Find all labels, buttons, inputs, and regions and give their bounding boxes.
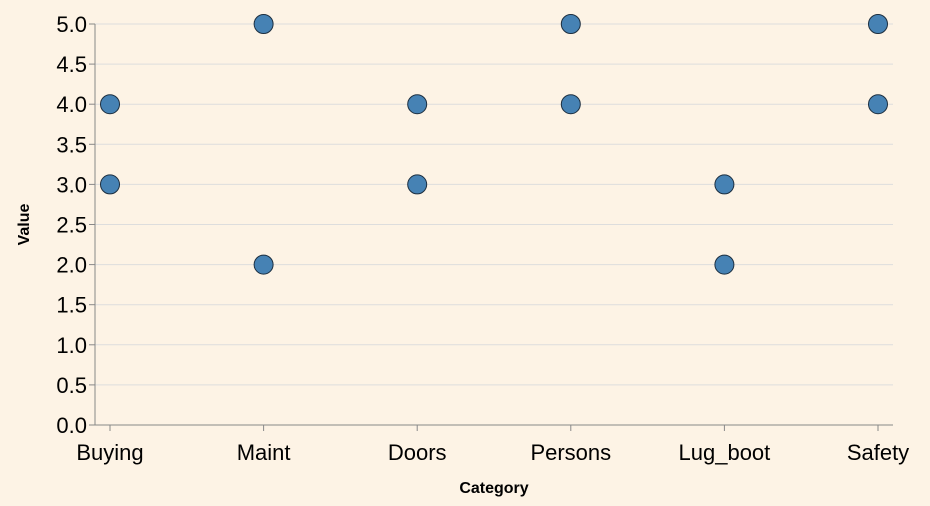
- x-tick-label: Persons: [530, 440, 611, 465]
- x-tick-label: Lug_boot: [679, 440, 771, 465]
- data-point: [868, 94, 888, 115]
- x-tick-label: Buying: [76, 440, 143, 465]
- data-point: [714, 174, 735, 195]
- data-point: [100, 94, 120, 115]
- data-point: [560, 94, 581, 115]
- y-tick-label: 0.0: [56, 413, 87, 438]
- y-tick-label: 4.5: [56, 52, 87, 77]
- x-tick-label: Maint: [237, 440, 291, 465]
- data-point: [560, 14, 581, 34]
- y-tick-label: 1.0: [56, 333, 87, 358]
- y-tick-label: 0.5: [56, 373, 87, 398]
- x-axis-title: Category: [459, 480, 528, 497]
- y-tick-label: 1.5: [56, 293, 87, 318]
- data-point: [407, 174, 428, 195]
- data-point: [253, 14, 274, 34]
- x-axis: Buying Maint Doors Persons Lug_boot Safety: [76, 424, 909, 465]
- y-axis-title: Value: [16, 204, 33, 246]
- y-tick-label: 2.5: [56, 213, 87, 238]
- y-tick-label: 3.5: [56, 132, 87, 157]
- data-point: [253, 254, 274, 275]
- x-tick-label: Safety: [847, 440, 909, 465]
- y-axis: 0.0 0.5 1.0 1.5 2.0 2.5 3.0 3.5 4.0 4.5 5.0: [56, 12, 96, 438]
- data-point: [100, 174, 120, 195]
- x-tick-label: Doors: [388, 440, 447, 465]
- y-tick-label: 5.0: [56, 12, 87, 37]
- y-tick-label: 2.0: [56, 253, 87, 278]
- y-tick-label: 3.0: [56, 172, 87, 197]
- y-tick-label: 4.0: [56, 92, 87, 117]
- data-point: [714, 254, 735, 275]
- data-points: [100, 14, 888, 275]
- data-point: [868, 14, 888, 34]
- y-gridlines: [95, 23, 893, 426]
- data-point: [407, 94, 428, 115]
